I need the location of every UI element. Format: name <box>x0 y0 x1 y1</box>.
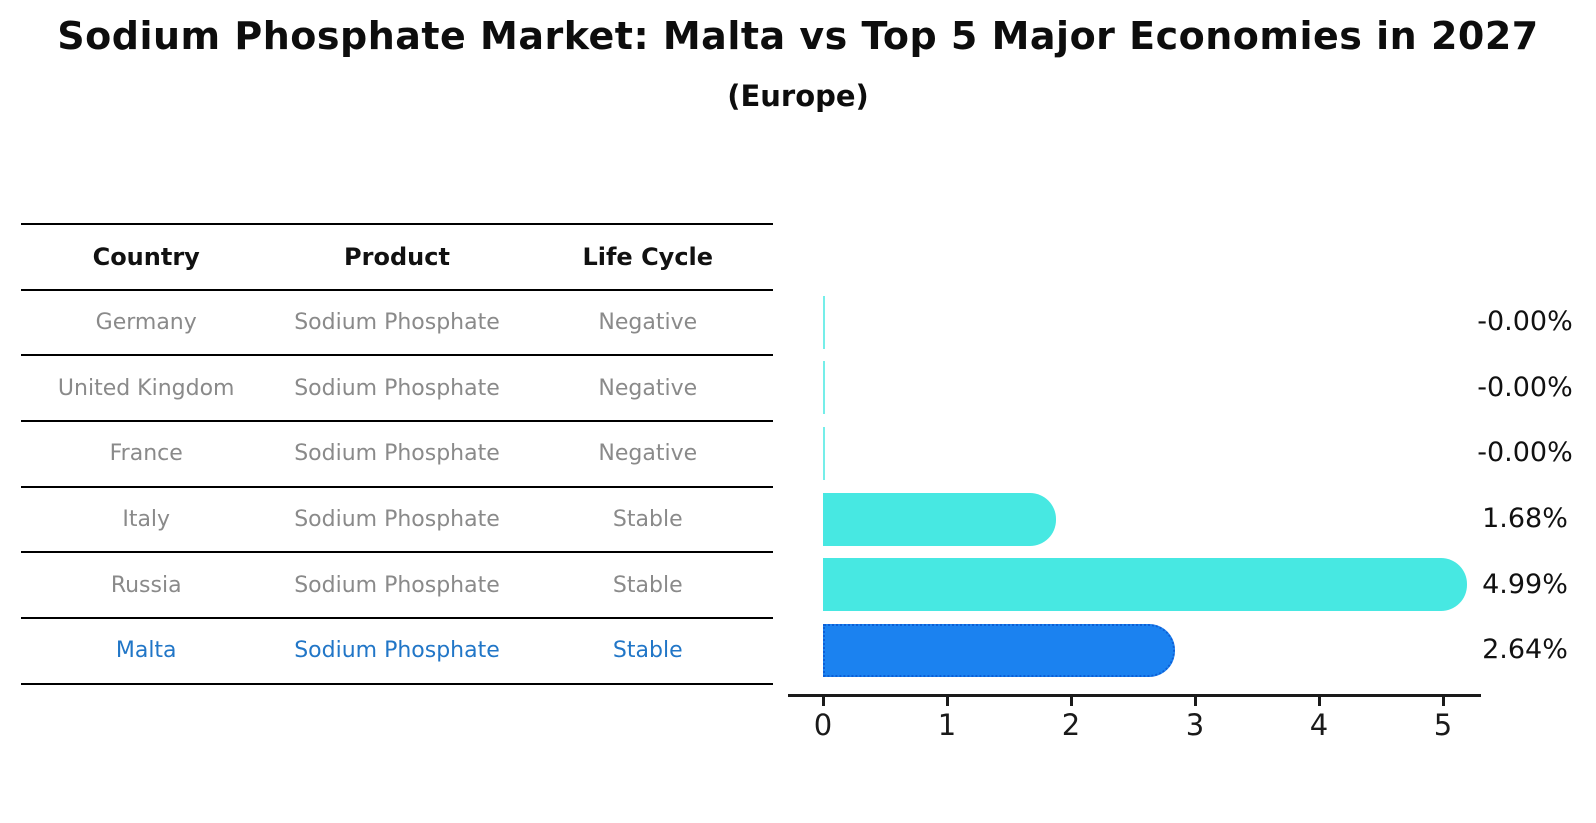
x-tick-2 <box>1069 697 1073 706</box>
lifecycle-cell: Stable <box>612 638 683 664</box>
x-tick-label-1: 1 <box>937 708 957 742</box>
table-header-row: Country Product Life Cycle <box>21 225 773 291</box>
column-header-product: Product <box>344 242 450 271</box>
chart-title: Sodium Phosphate Market: Malta vs Top 5 … <box>57 14 1539 58</box>
bar-italy <box>823 492 1057 546</box>
table-row: Malta Sodium Phosphate Stable <box>21 619 773 685</box>
product-cell: Sodium Phosphate <box>294 572 500 598</box>
product-cell: Sodium Phosphate <box>294 441 500 467</box>
country-cell: Italy <box>122 507 171 533</box>
value-label-malta: 2.64% <box>1482 634 1568 666</box>
x-tick-label-5: 5 <box>1433 708 1453 742</box>
x-tick-1 <box>945 697 949 706</box>
table-row: Germany Sodium Phosphate Negative <box>21 291 773 357</box>
x-tick-label-0: 0 <box>813 708 833 742</box>
product-cell: Sodium Phosphate <box>294 507 500 533</box>
table-row: Russia Sodium Phosphate Stable <box>21 553 773 620</box>
x-tick-3 <box>1193 697 1197 706</box>
table-row: United Kingdom Sodium Phosphate Negative <box>21 356 773 423</box>
lifecycle-cell: Negative <box>598 310 698 336</box>
value-label-russia: 4.99% <box>1482 568 1568 600</box>
value-label-france: -0.00% <box>1477 437 1573 469</box>
value-label-united-kingdom: -0.00% <box>1477 371 1573 403</box>
product-cell: Sodium Phosphate <box>294 310 500 336</box>
country-cell: Malta <box>115 638 177 664</box>
country-cell: United Kingdom <box>57 375 235 401</box>
value-label-italy: 1.68% <box>1482 503 1568 534</box>
bar-united-kingdom <box>823 361 825 415</box>
x-tick-label-3: 3 <box>1185 708 1205 742</box>
chart-subtitle: (Europe) <box>727 79 869 113</box>
country-cell: Germany <box>95 310 197 336</box>
bar-malta <box>823 623 1176 677</box>
x-tick-label-2: 2 <box>1061 708 1081 742</box>
country-cell: France <box>109 441 183 467</box>
country-table: Country Product Life Cycle Germany Sodiu… <box>21 223 773 685</box>
column-header-country: Country <box>92 242 200 271</box>
bar-france <box>823 426 825 480</box>
table-row: Italy Sodium Phosphate Stable <box>21 488 773 554</box>
lifecycle-cell: Stable <box>612 507 683 533</box>
bar-germany <box>823 295 825 349</box>
product-cell: Sodium Phosphate <box>294 375 500 401</box>
table-row: France Sodium Phosphate Negative <box>21 422 773 488</box>
x-tick-label-4: 4 <box>1309 708 1329 742</box>
product-cell: Sodium Phosphate <box>294 638 500 664</box>
x-tick-0 <box>821 697 825 706</box>
x-axis-line <box>788 694 1481 697</box>
lifecycle-cell: Negative <box>598 375 698 401</box>
bar-russia <box>823 558 1467 612</box>
value-label-germany: -0.00% <box>1477 306 1573 337</box>
lifecycle-cell: Stable <box>612 572 683 598</box>
country-cell: Russia <box>110 572 182 598</box>
column-header-lifecycle: Life Cycle <box>582 242 714 271</box>
lifecycle-cell: Negative <box>598 441 698 467</box>
x-tick-4 <box>1317 697 1321 706</box>
x-tick-5 <box>1441 697 1445 706</box>
